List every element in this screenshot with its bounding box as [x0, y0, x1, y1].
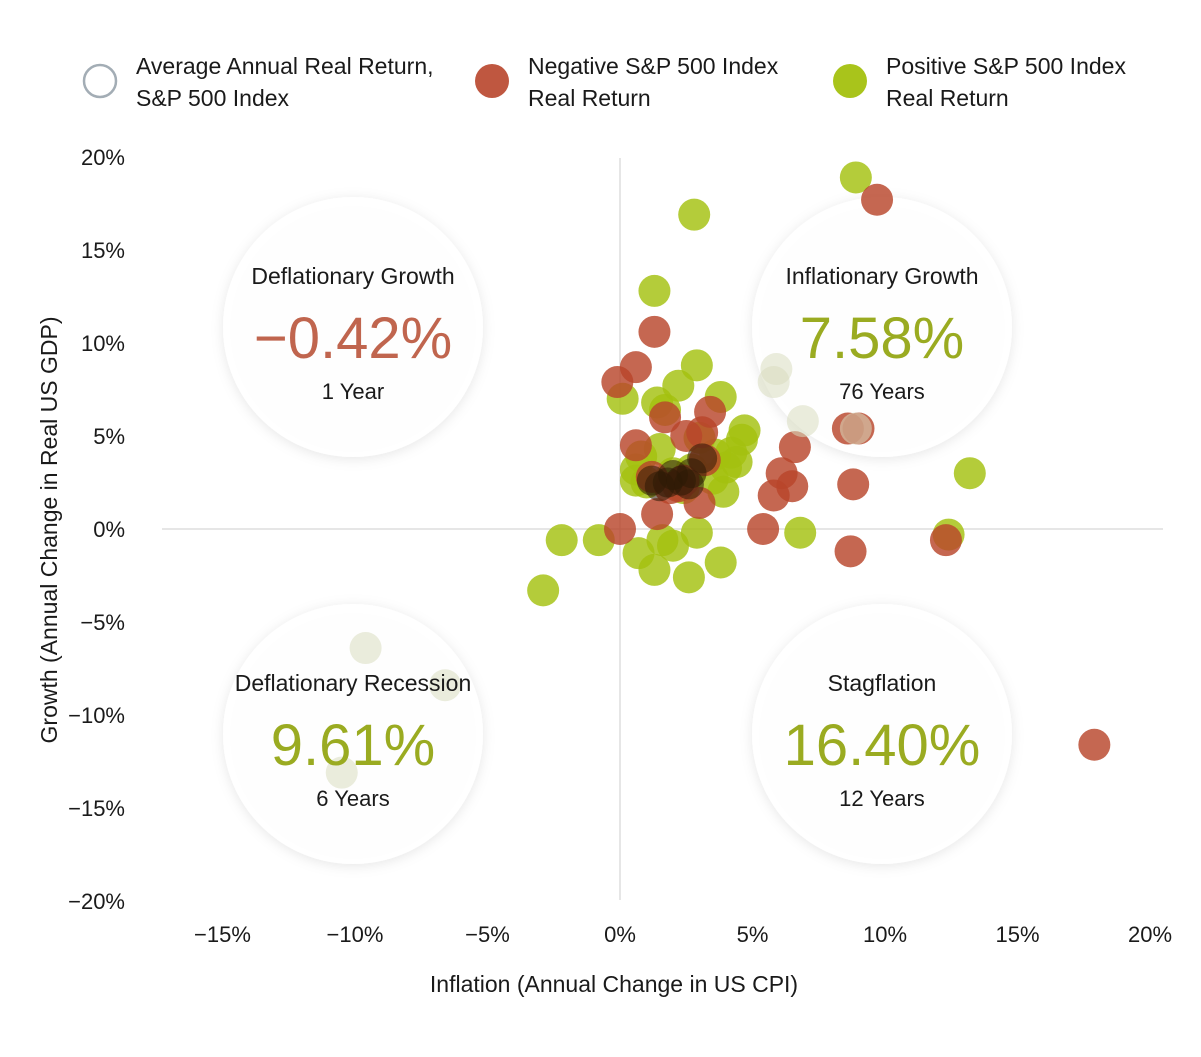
quadrant-return-value: −0.42% [254, 306, 452, 371]
legend-marker-outline [82, 63, 118, 99]
positive-return-point [704, 546, 737, 579]
negative-return-point [929, 524, 962, 557]
overlap-point [636, 465, 667, 496]
positive-return-point [638, 553, 671, 586]
legend-label-line1: Average Annual Real Return, [136, 53, 434, 79]
quadrant-bubble-stagflation [752, 604, 1012, 864]
quadrant-title: Stagflation [828, 670, 937, 696]
quadrant-years: 1 Year [322, 379, 384, 404]
negative-return-point [834, 535, 867, 568]
legend-label-line2: Real Return [886, 85, 1009, 111]
legend-item-positive: Positive S&P 500 Index Real Return [833, 53, 1126, 111]
negative-return-point [638, 315, 671, 348]
y-axis-title: Growth (Annual Change in Real US GDP) [36, 317, 62, 744]
negative-return-point [747, 513, 780, 545]
data-points [325, 161, 1111, 789]
positive-return-point [527, 574, 560, 607]
quadrant-years: 12 Years [839, 786, 925, 811]
negative-return-point [670, 420, 703, 452]
x-tick-label: −5% [465, 922, 510, 947]
positive-return-point [707, 475, 740, 508]
y-tick-label: 15% [81, 238, 125, 263]
quadrant-bubble-deflationary-growth [223, 197, 483, 457]
quadrant-bubble-deflationary-recession [223, 604, 483, 864]
quadrant-return-value: 7.58% [800, 306, 964, 371]
quadrant-bubbles [223, 197, 1012, 864]
negative-return-point [601, 366, 634, 399]
legend-marker-positive [833, 64, 867, 98]
x-tick-label: 0% [604, 922, 636, 947]
x-tick-label: 5% [737, 922, 769, 947]
positive-return-point [784, 516, 817, 549]
negative-return-point [778, 431, 811, 464]
negative-return-point [619, 429, 652, 462]
x-tick-label: −10% [327, 922, 384, 947]
x-axis-title: Inflation (Annual Change in US CPI) [430, 971, 798, 997]
quadrant-bubble-inflationary-growth [752, 197, 1012, 457]
positive-return-point [680, 516, 713, 549]
positive-return-point [953, 457, 986, 490]
positive-return-point [839, 161, 872, 194]
y-tick-label: 20% [81, 145, 125, 170]
quadrant-return-value: 16.40% [784, 713, 981, 778]
legend-label-line2: S&P 500 Index [136, 85, 290, 111]
quadrant-deflationary-recession: Deflationary Recession 9.61% 6 Years [235, 670, 472, 811]
positive-return-point [678, 198, 711, 231]
quadrant-stagflation: Stagflation 16.40% 12 Years [784, 670, 981, 811]
positive-return-point [680, 349, 713, 382]
quadrant-years: 6 Years [316, 786, 389, 811]
quadrant-deflationary-growth: Deflationary Growth −0.42% 1 Year [251, 263, 454, 404]
faded-point [839, 412, 872, 445]
faded-point [786, 405, 819, 438]
y-tick-label: −15% [68, 796, 125, 821]
legend-marker-negative [475, 64, 509, 98]
quadrant-inflationary-growth: Inflationary Growth 7.58% 76 Years [785, 263, 978, 404]
axis-titles: Inflation (Annual Change in US CPI) Grow… [36, 317, 798, 997]
quadrant-labels: Deflationary Growth −0.42% 1 Year Inflation… [235, 263, 981, 811]
quadrant-title: Deflationary Recession [235, 670, 472, 696]
faded-point [757, 366, 790, 399]
negative-return-point [649, 401, 682, 434]
y-tick-label: 0% [93, 517, 125, 542]
x-tick-label: 10% [863, 922, 907, 947]
x-tick-label: −15% [194, 922, 251, 947]
x-tick-label: 20% [1128, 922, 1172, 947]
negative-return-point [757, 479, 790, 512]
positive-return-point [672, 561, 705, 594]
y-tick-label: −10% [68, 703, 125, 728]
legend-label-line2: Real Return [528, 85, 651, 111]
negative-return-point [861, 183, 894, 216]
legend-label-line1: Negative S&P 500 Index [528, 53, 779, 79]
negative-return-point [1078, 728, 1111, 761]
faded-point [325, 756, 358, 789]
y-tick-label: 10% [81, 331, 125, 356]
quadrant-title: Deflationary Growth [251, 263, 454, 289]
positive-return-point [545, 524, 578, 557]
x-tick-label: 15% [995, 922, 1039, 947]
positive-return-point [638, 274, 671, 307]
axes: −15% −10% −5% 0% 5% 10% 15% 20% 20% 15% 10% 5% 0% −5%… [68, 145, 1172, 947]
faded-point [349, 632, 382, 665]
negative-return-point [641, 498, 674, 531]
y-tick-label: 5% [93, 424, 125, 449]
faded-point [429, 669, 462, 702]
legend-item-outline: Average Annual Real Return, S&P 500 Index [82, 53, 434, 111]
quadrant-return-value: 9.61% [271, 713, 435, 778]
y-tick-label: −5% [80, 610, 125, 635]
positive-return-point [646, 524, 679, 557]
legend: Average Annual Real Return, S&P 500 Index… [82, 53, 1126, 111]
legend-label-line1: Positive S&P 500 Index [886, 53, 1126, 79]
overlap-point [676, 458, 707, 489]
legend-item-negative: Negative S&P 500 Index Real Return [475, 53, 779, 111]
negative-return-point [837, 468, 870, 501]
negative-return-point [604, 513, 636, 545]
quadrant-title: Inflationary Growth [785, 263, 978, 289]
y-tick-label: −20% [68, 889, 125, 914]
quadrant-years: 76 Years [839, 379, 925, 404]
